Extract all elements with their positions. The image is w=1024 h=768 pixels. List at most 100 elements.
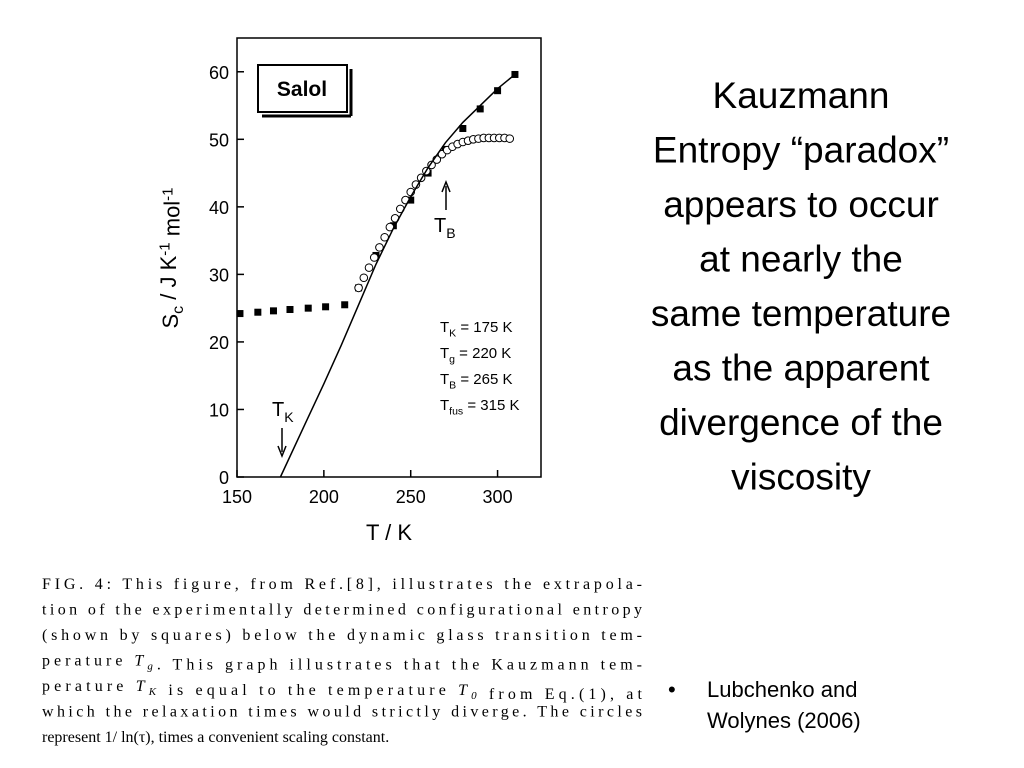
circle-point bbox=[359, 273, 369, 283]
square-point bbox=[341, 301, 349, 309]
y-tick-label: 40 bbox=[209, 198, 229, 218]
caption-text: . This graph illustrates that the Kauzma… bbox=[157, 657, 642, 674]
symbol: T bbox=[434, 215, 446, 237]
x-tick-label: 250 bbox=[396, 487, 426, 507]
label-box bbox=[257, 64, 348, 113]
caption-subscript: K bbox=[148, 686, 157, 698]
y-tick-label: 10 bbox=[209, 400, 229, 420]
square-point bbox=[304, 304, 312, 312]
value: = 315 K bbox=[463, 397, 519, 414]
caption-line: represent 1/ ln(τ), times a convenient s… bbox=[42, 729, 389, 746]
plot-frame bbox=[236, 37, 542, 478]
value: = 220 K bbox=[455, 345, 511, 362]
symbol: T bbox=[440, 319, 449, 336]
circle-point bbox=[505, 134, 515, 143]
param-label: Tfus = 315 K bbox=[440, 397, 519, 418]
circle-point bbox=[369, 253, 379, 262]
bullet-line: Wolynes (2006) bbox=[707, 708, 861, 733]
param-label: Tg = 220 K bbox=[440, 345, 511, 366]
y-axis-label-part: S bbox=[158, 314, 183, 329]
heading-line: viscosity bbox=[731, 457, 871, 498]
symbol: T bbox=[440, 345, 449, 362]
circle-point bbox=[364, 263, 374, 272]
caption-text: represent 1/ ln(τ), times a convenient s… bbox=[42, 729, 389, 746]
box-label: Salol bbox=[277, 78, 327, 101]
square-point bbox=[236, 310, 244, 318]
caption-text: from Eq.(1), at bbox=[481, 686, 643, 703]
caption-line: which the relaxation times would strictl… bbox=[42, 704, 642, 721]
y-axis-label-part: mol bbox=[159, 201, 184, 243]
square-point bbox=[269, 307, 277, 315]
bullet-line: Lubchenko and bbox=[707, 677, 857, 702]
value: = 265 K bbox=[456, 371, 512, 388]
caption-symbol: T bbox=[134, 653, 144, 670]
x-tick-label: 200 bbox=[309, 487, 339, 507]
square-point bbox=[459, 125, 467, 133]
y-tick-label: 0 bbox=[219, 468, 229, 488]
square-point bbox=[322, 303, 330, 311]
caption-line: tion of the experimentally determined co… bbox=[42, 602, 642, 619]
arrow-head bbox=[277, 445, 287, 459]
y-axis-label-part: c bbox=[170, 306, 187, 314]
heading-line: divergence of the bbox=[659, 402, 943, 443]
caption-line: FIG. 4: This figure, from Ref.[8], illus… bbox=[42, 576, 642, 593]
circle-point bbox=[427, 160, 436, 170]
param-label: TK = 175 K bbox=[440, 319, 512, 340]
caption-text: is equal to the temperature bbox=[160, 682, 454, 699]
tk-label: TK bbox=[272, 399, 294, 425]
symbol: T bbox=[272, 399, 284, 421]
caption-text: perature bbox=[42, 653, 130, 670]
bullet-symbol: • bbox=[668, 677, 676, 702]
x-axis-label: T / K bbox=[366, 520, 412, 545]
x-tick-label: 150 bbox=[222, 487, 252, 507]
y-axis-label-part: -1 bbox=[160, 187, 177, 200]
caption-text: tion of the experimentally determined co… bbox=[42, 602, 642, 619]
y-axis-label-part: / J K bbox=[156, 255, 181, 305]
symbol: T bbox=[440, 371, 449, 388]
y-axis-label-part: -1 bbox=[156, 242, 173, 255]
tb-label: TB bbox=[434, 215, 456, 241]
value: = 175 K bbox=[456, 319, 512, 336]
square-point bbox=[494, 87, 502, 95]
subscript: K bbox=[284, 409, 294, 425]
square-point bbox=[286, 306, 294, 314]
caption-symbol: T bbox=[458, 682, 468, 699]
x-tick-label: 300 bbox=[483, 487, 513, 507]
caption-text: (shown by squares) below the dynamic gla… bbox=[42, 627, 642, 644]
heading-line: as the apparent bbox=[672, 348, 930, 389]
param-label: TB = 265 K bbox=[440, 371, 512, 392]
caption-line: (shown by squares) below the dynamic gla… bbox=[42, 627, 642, 644]
subscript: fus bbox=[449, 406, 463, 418]
y-axis-label: Sc / J K-1 mol-1 bbox=[156, 187, 187, 328]
subscript: K bbox=[449, 328, 456, 340]
y-tick-label: 30 bbox=[209, 265, 229, 285]
caption-symbol: T bbox=[136, 678, 146, 695]
circle-point bbox=[375, 243, 384, 252]
square-point bbox=[407, 196, 415, 204]
caption-text: which the relaxation times would strictl… bbox=[42, 704, 642, 721]
circle-point bbox=[354, 283, 363, 293]
caption-subscript: 0 bbox=[471, 690, 477, 702]
square-point bbox=[476, 105, 484, 113]
subscript: g bbox=[449, 354, 455, 366]
entropy-curve bbox=[279, 73, 516, 478]
heading-line: same temperature bbox=[651, 293, 951, 334]
heading-line: Entropy “paradox” bbox=[653, 130, 949, 171]
subscript: B bbox=[446, 225, 455, 241]
y-tick-label: 60 bbox=[209, 63, 229, 83]
subscript: B bbox=[449, 380, 456, 392]
caption-text: FIG. 4: This figure, from Ref.[8], illus… bbox=[42, 576, 642, 593]
heading-line: at nearly the bbox=[699, 239, 903, 280]
square-point bbox=[254, 308, 262, 316]
caption-text: perature bbox=[42, 678, 132, 695]
y-tick-label: 50 bbox=[209, 130, 229, 150]
caption-subscript: g bbox=[147, 661, 153, 673]
heading-line: Kauzmann bbox=[713, 75, 890, 116]
arrow-head bbox=[441, 179, 451, 193]
symbol: T bbox=[440, 397, 449, 414]
heading-line: appears to occur bbox=[663, 184, 939, 225]
y-tick-label: 20 bbox=[209, 333, 229, 353]
